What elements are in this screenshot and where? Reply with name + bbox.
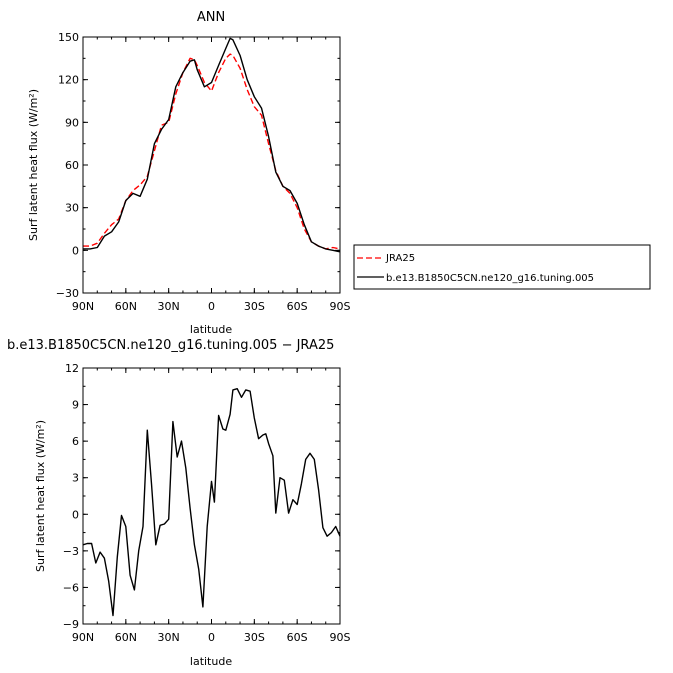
x-tick-label: 60N <box>115 300 137 313</box>
top-y-axis-label: Surf latent heat flux (W/m²) <box>27 89 40 241</box>
y-tick-label: 90 <box>65 116 79 129</box>
y-tick-label: 0 <box>72 244 79 257</box>
legend-box <box>353 244 651 290</box>
x-tick-label: 0 <box>208 300 215 313</box>
series-line-b-e13-b1850c5cn-ne120-g16-tuning-005 <box>83 37 341 253</box>
y-tick-label: −30 <box>56 287 79 300</box>
x-tick-label: 30N <box>158 631 180 644</box>
x-tick-label: 60S <box>287 631 308 644</box>
bottom-y-axis-label: Surf latent heat flux (W/m²) <box>34 420 47 572</box>
series-line-jra25 <box>83 53 341 250</box>
y-tick-label: 120 <box>58 74 79 87</box>
y-tick-label: 30 <box>65 202 79 215</box>
x-tick-label: 60S <box>287 300 308 313</box>
x-tick-label: 90N <box>72 631 94 644</box>
x-tick-label: 60N <box>115 631 137 644</box>
x-tick-label: 0 <box>208 631 215 644</box>
y-tick-label: 12 <box>65 362 79 375</box>
bottom-plot-area: 90N 60N 30N 0 30S 60S 90S −9 −6 −3 0 3 6 9 12 <box>63 362 351 644</box>
legend: JRA25 b.e13.B1850C5CN.ne120_g16.tuning.0… <box>353 244 651 290</box>
y-tick-label: −9 <box>63 618 79 631</box>
x-tick-label: 30S <box>244 300 265 313</box>
y-tick-label: 0 <box>72 508 79 521</box>
x-tick-label: 90S <box>330 631 351 644</box>
y-tick-label: −3 <box>63 545 79 558</box>
top-plot-area: 90N 60N 30N 0 30S 60S 90S −30 0 30 60 90 120 150 <box>56 31 351 313</box>
legend-label-model: b.e13.B1850C5CN.ne120_g16.tuning.005 <box>386 273 594 284</box>
y-tick-label: 60 <box>65 159 79 172</box>
bottom-x-axis-label: latitude <box>190 655 232 668</box>
series-line-difference <box>82 388 341 617</box>
bottom-panel: b.e13.B1850C5CN.ne120_g16.tuning.005 − J… <box>7 338 351 668</box>
y-tick-label: 150 <box>58 31 79 44</box>
top-panel: ANN 90N 60N 30N 0 30S 60S 90S−300306090120150 … <box>27 10 351 336</box>
top-x-axis-label: latitude <box>190 323 232 336</box>
x-tick-label: 90N <box>72 300 94 313</box>
y-tick-label: 3 <box>72 472 79 485</box>
bottom-plot-frame <box>82 367 341 625</box>
y-tick-label: 6 <box>72 435 79 448</box>
x-tick-label: 90S <box>330 300 351 313</box>
top-plot-frame <box>82 36 341 294</box>
y-tick-label: 9 <box>72 399 79 412</box>
bottom-chart-title: b.e13.B1850C5CN.ne120_g16.tuning.005 − J… <box>7 338 334 353</box>
legend-label-jra25: JRA25 <box>385 253 415 264</box>
x-tick-label: 30N <box>158 300 180 313</box>
top-chart-title: ANN <box>197 10 225 25</box>
y-tick-label: −6 <box>63 581 79 594</box>
x-tick-label: 30S <box>244 631 265 644</box>
